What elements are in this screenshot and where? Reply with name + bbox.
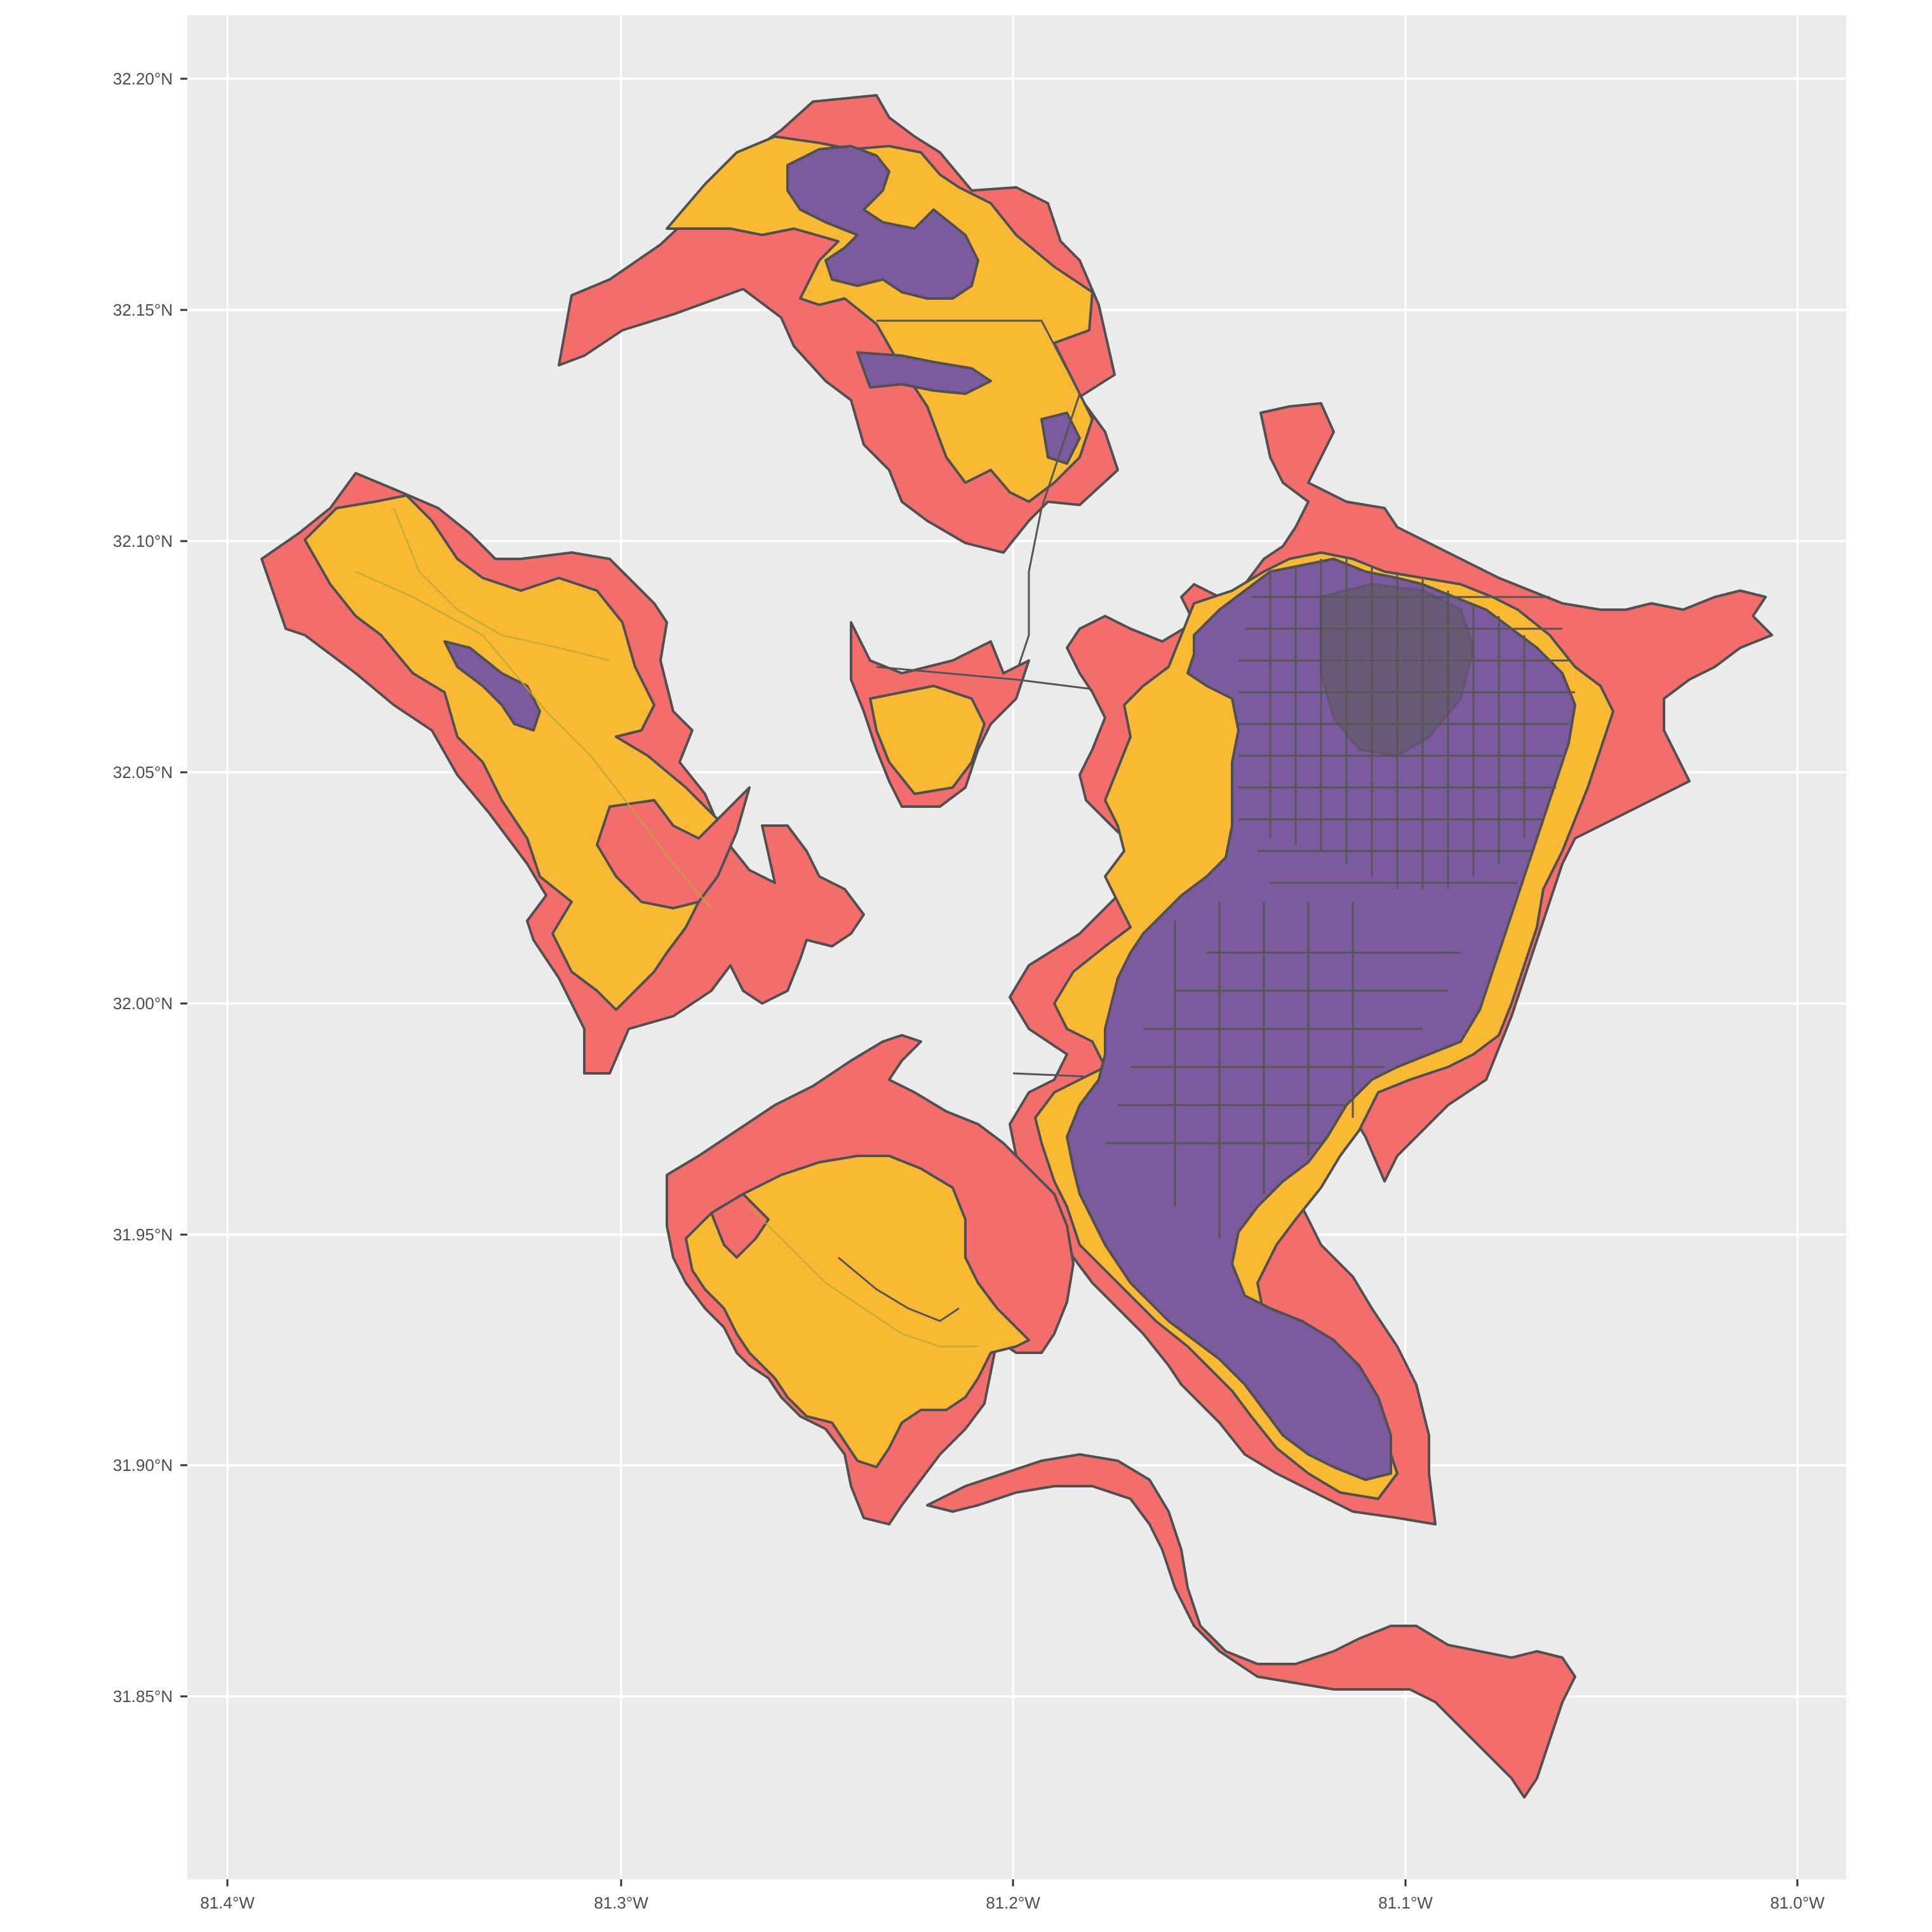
x-axis-labels: 81.4°W 81.3°W 81.2°W 81.1°W 81.0°W [200, 1893, 1825, 1912]
y-tick-label: 32.15°N [113, 300, 173, 319]
east-road-spur [1012, 1072, 1087, 1078]
x-tick-label: 81.2°W [986, 1893, 1040, 1912]
region-south-river-red [926, 1453, 1576, 1799]
region-north-purple-3 [1040, 412, 1081, 465]
y-tick-label: 31.90°N [113, 1456, 173, 1475]
region-west-red-strip [596, 786, 751, 909]
x-tick-label: 81.3°W [594, 1893, 648, 1912]
east-cluster [1009, 402, 1773, 1526]
region-west-purple [443, 640, 541, 732]
region-east-downtown-core [1320, 583, 1475, 757]
x-tick-label: 81.4°W [200, 1893, 255, 1912]
y-tick-label: 31.85°N [113, 1687, 173, 1706]
axis-ticks [180, 77, 1799, 1886]
x-tick-label: 81.1°W [1378, 1893, 1433, 1912]
y-tick-label: 31.95°N [113, 1225, 173, 1244]
y-tick-label: 32.20°N [113, 69, 173, 88]
region-north-purple-1 [786, 145, 979, 300]
north-cluster [558, 94, 1119, 674]
west-cluster [260, 472, 865, 1075]
x-tick-label: 81.0°W [1770, 1893, 1825, 1912]
southwest-creek [838, 1256, 960, 1322]
region-southwest-red-inner [710, 1193, 770, 1259]
region-central-yellow [869, 685, 986, 795]
south-river-cluster [926, 1453, 1576, 1799]
region-north-purple-2 [856, 351, 992, 395]
north-road [876, 319, 1081, 674]
southwest-cluster [666, 1034, 1075, 1526]
central-cluster [850, 621, 1245, 808]
west-inner-boundary-1 [355, 570, 712, 909]
y-tick-label: 32.00°N [113, 994, 173, 1013]
region-north-yellow [666, 135, 1094, 503]
region-southwest-yellow [685, 1155, 1030, 1468]
y-axis-labels: 32.20°N 32.15°N 32.10°N 32.05°N 32.00°N … [113, 69, 173, 1706]
y-tick-label: 32.05°N [113, 763, 173, 782]
southwest-inner-boundary [749, 1206, 978, 1348]
y-tick-label: 32.10°N [113, 532, 173, 551]
west-inner-boundary-2 [392, 507, 610, 662]
